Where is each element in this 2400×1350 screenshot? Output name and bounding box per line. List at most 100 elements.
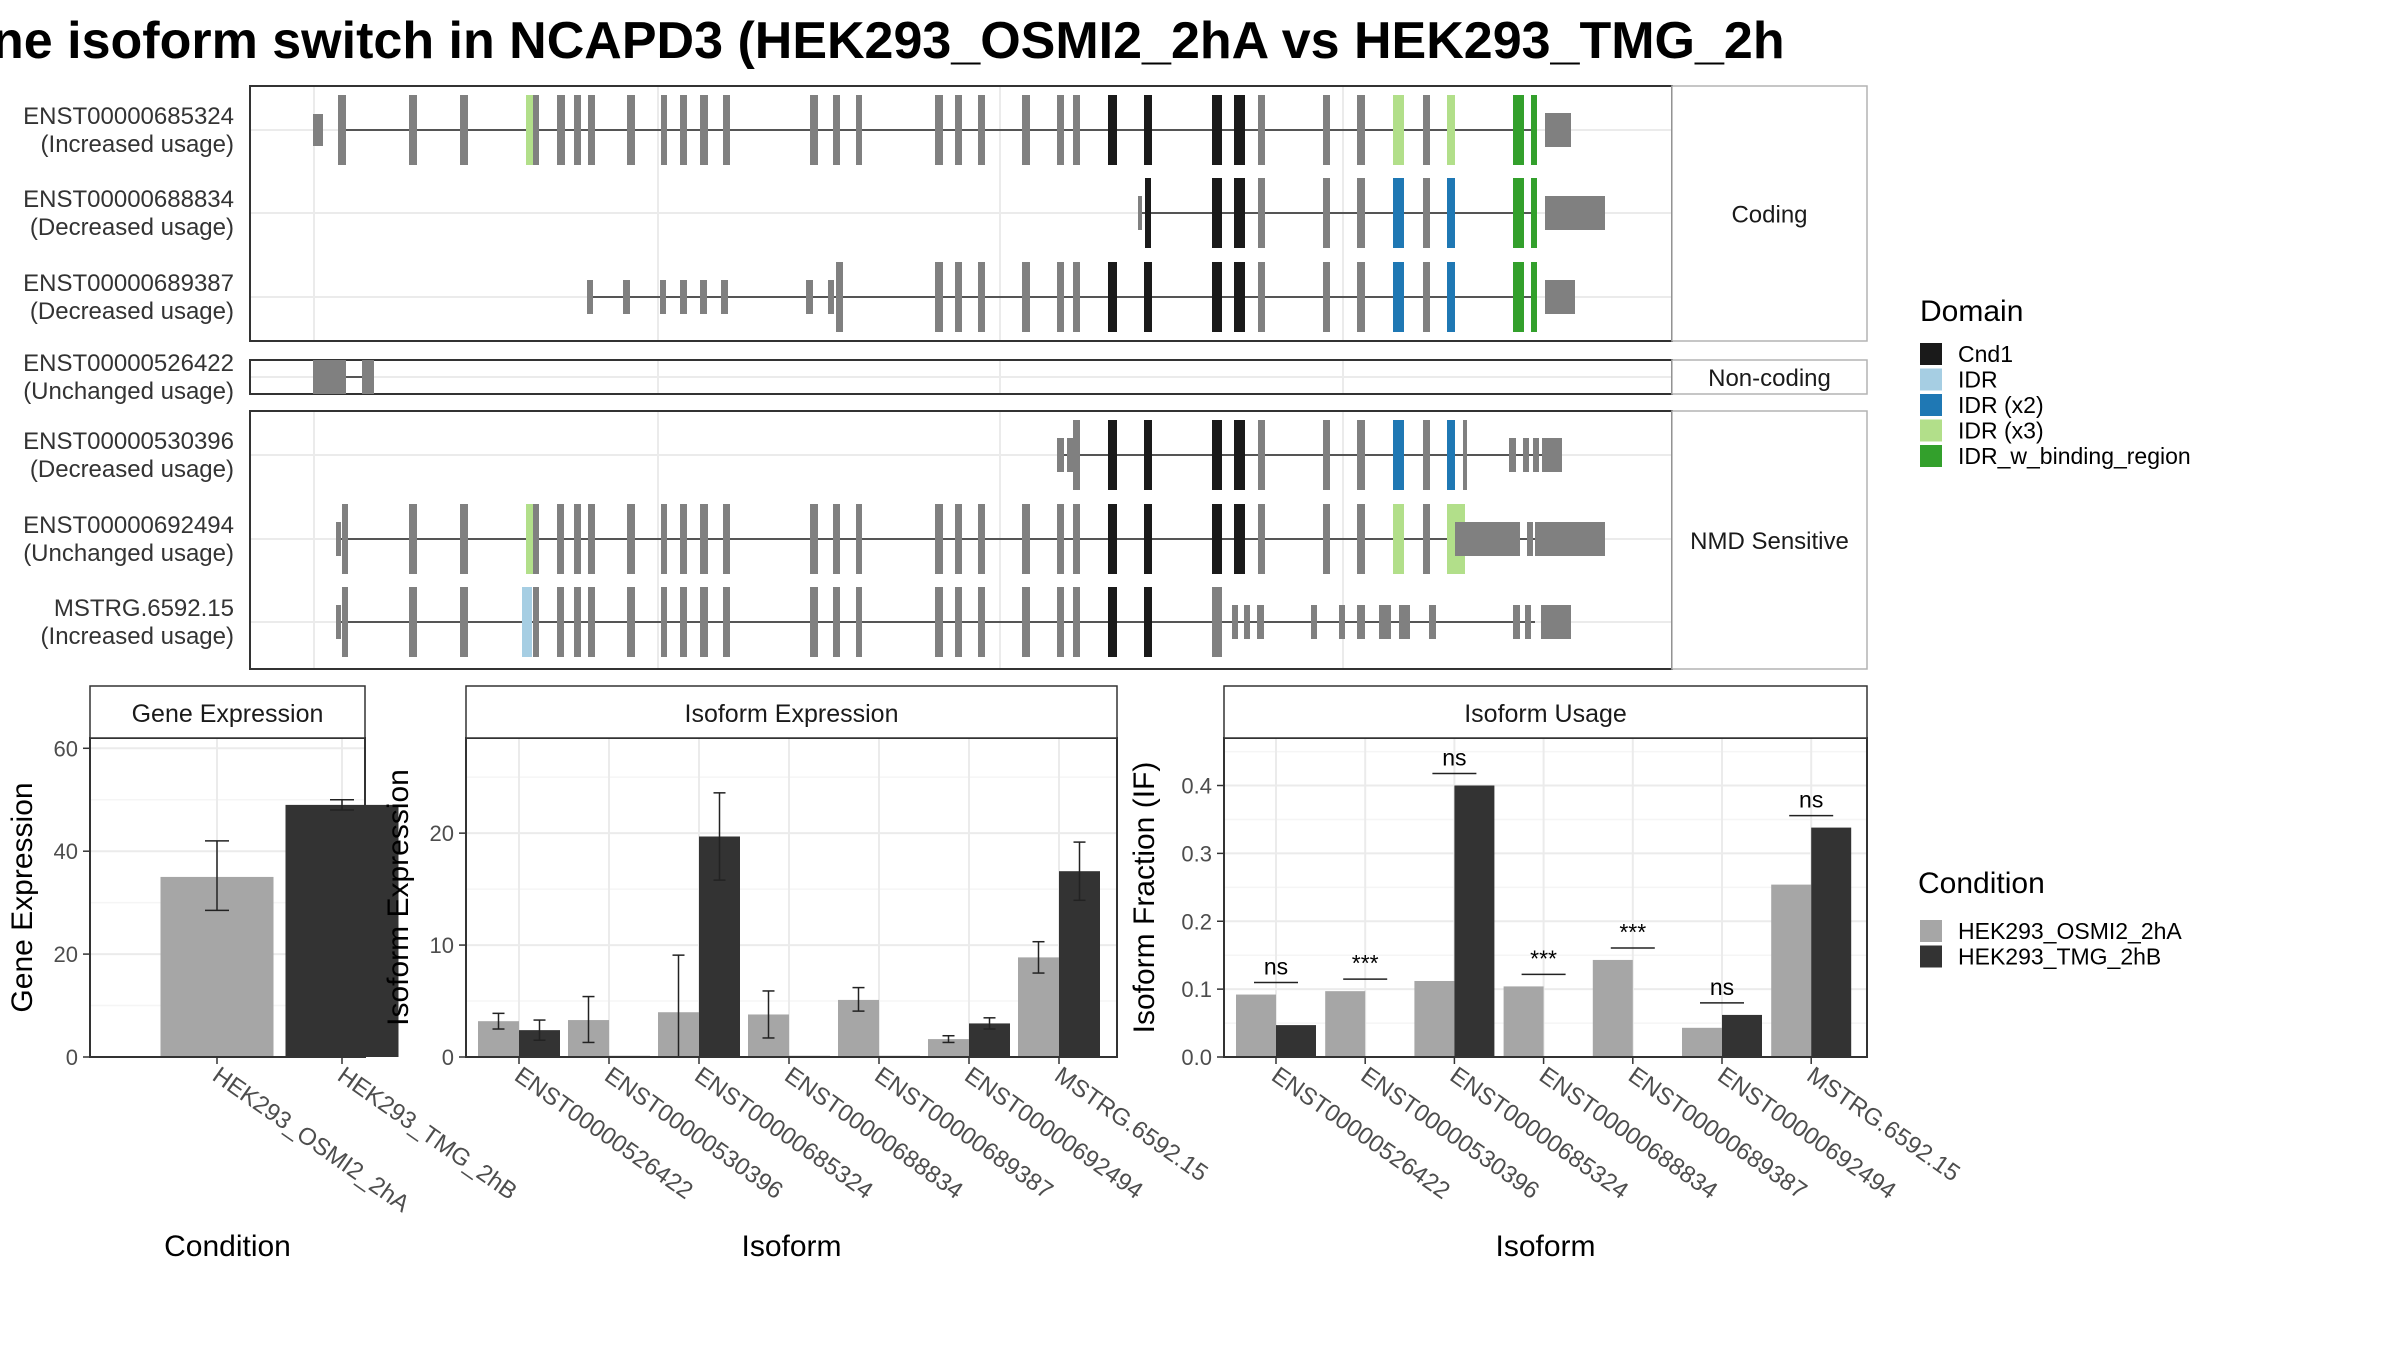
- exon: [723, 95, 730, 165]
- y-tick-label: 40: [54, 839, 78, 864]
- exon: [1545, 196, 1605, 230]
- bar: [1454, 785, 1495, 1057]
- exon: [1057, 438, 1064, 472]
- exon: [1533, 438, 1539, 472]
- exon: [1057, 262, 1064, 332]
- exon: [978, 262, 985, 332]
- domain-exon: [1212, 262, 1222, 332]
- exon: [1542, 438, 1562, 472]
- significance-label: ns: [1442, 745, 1466, 771]
- domain-exon: [1447, 262, 1455, 332]
- domain-exon: [1212, 504, 1222, 574]
- exon: [1138, 196, 1142, 230]
- domain-exon: [1108, 420, 1117, 490]
- exon: [1455, 522, 1520, 556]
- exon: [806, 280, 813, 314]
- exon: [955, 262, 962, 332]
- exon: [1541, 605, 1571, 639]
- domain-exon: [1234, 262, 1245, 332]
- exon: [1527, 522, 1533, 556]
- y-tick-label: 0: [66, 1045, 78, 1070]
- chart-panel: HEK293_OSMI2_2hAHEK293_TMG_2hB0204060Gen…: [6, 685, 522, 1263]
- significance-label: ns: [1264, 954, 1288, 980]
- condition-legend-swatch: [1920, 920, 1942, 942]
- exon: [1545, 280, 1575, 314]
- exon: [557, 587, 564, 657]
- exon: [1463, 420, 1467, 490]
- exon: [810, 587, 818, 657]
- exon: [1067, 438, 1074, 472]
- domain-exon: [1234, 504, 1245, 574]
- condition-legend-swatch: [1920, 945, 1942, 968]
- chart-strip: [1223, 685, 1868, 739]
- transcript-id-label: ENST00000530396: [23, 428, 234, 455]
- exon: [935, 587, 943, 657]
- domain-exon: [1234, 420, 1245, 490]
- bar: [1018, 957, 1059, 1057]
- exon: [955, 504, 962, 574]
- exon: [1311, 605, 1317, 639]
- exon: [1057, 95, 1064, 165]
- exon: [342, 504, 348, 574]
- domain-exon: [1531, 262, 1537, 332]
- transcript-track: [313, 360, 374, 394]
- exon: [1513, 605, 1520, 639]
- transcript-usage-label: (Increased usage): [41, 131, 234, 158]
- domain-exon: [1393, 262, 1404, 332]
- exon: [1357, 504, 1365, 574]
- exon: [856, 504, 862, 574]
- x-axis-title: Isoform: [1495, 1230, 1595, 1263]
- structure-strip: [1671, 85, 1868, 342]
- domain-legend-swatch: [1920, 343, 1942, 365]
- exon: [810, 504, 818, 574]
- exon: [1379, 605, 1391, 639]
- exon: [1073, 95, 1080, 165]
- exon: [680, 280, 687, 314]
- domain-exon: [526, 504, 533, 574]
- exon: [313, 360, 346, 394]
- exon: [557, 95, 565, 165]
- domain-exon: [1447, 504, 1455, 574]
- chart-strip: [89, 685, 366, 739]
- exon: [1423, 420, 1430, 490]
- structure-strip: [1671, 410, 1868, 670]
- condition-legend-title: Condition: [1918, 867, 2045, 900]
- bar: [1276, 1025, 1316, 1057]
- domain-exon: [1144, 587, 1152, 657]
- bar: [1722, 1014, 1762, 1057]
- exon: [836, 262, 843, 332]
- exon: [1022, 587, 1030, 657]
- exon: [1258, 504, 1265, 574]
- exon: [1429, 605, 1436, 639]
- exon: [1357, 420, 1365, 490]
- exon: [1423, 95, 1430, 165]
- domain-exon: [1513, 178, 1524, 248]
- transcript-track: [1057, 420, 1562, 490]
- exon: [1509, 438, 1516, 472]
- significance-label: ***: [1352, 950, 1379, 976]
- domain-exon: [522, 587, 532, 657]
- exon: [856, 587, 862, 657]
- exon: [1523, 438, 1529, 472]
- domain-exon: [1393, 178, 1404, 248]
- exon: [1073, 504, 1080, 574]
- domain-exon: [1531, 178, 1537, 248]
- exon: [935, 95, 943, 165]
- exon: [1545, 113, 1571, 147]
- y-tick-label: 0.3: [1181, 841, 1212, 866]
- exon: [533, 587, 539, 657]
- transcript-id-label: MSTRG.6592.15: [54, 595, 234, 622]
- transcript-usage-label: (Increased usage): [41, 623, 234, 650]
- exon: [856, 95, 862, 165]
- exon: [1357, 178, 1365, 248]
- exon: [1022, 95, 1030, 165]
- domain-exon: [1393, 95, 1404, 165]
- condition-legend-label: HEK293_TMG_2hB: [1958, 944, 2161, 970]
- exon: [313, 114, 323, 146]
- bar: [1325, 991, 1366, 1057]
- transcript-id-label: ENST00000692494: [23, 512, 234, 539]
- domain-legend-title: Domain: [1920, 295, 2023, 328]
- exon: [409, 504, 417, 574]
- exon: [1258, 95, 1265, 165]
